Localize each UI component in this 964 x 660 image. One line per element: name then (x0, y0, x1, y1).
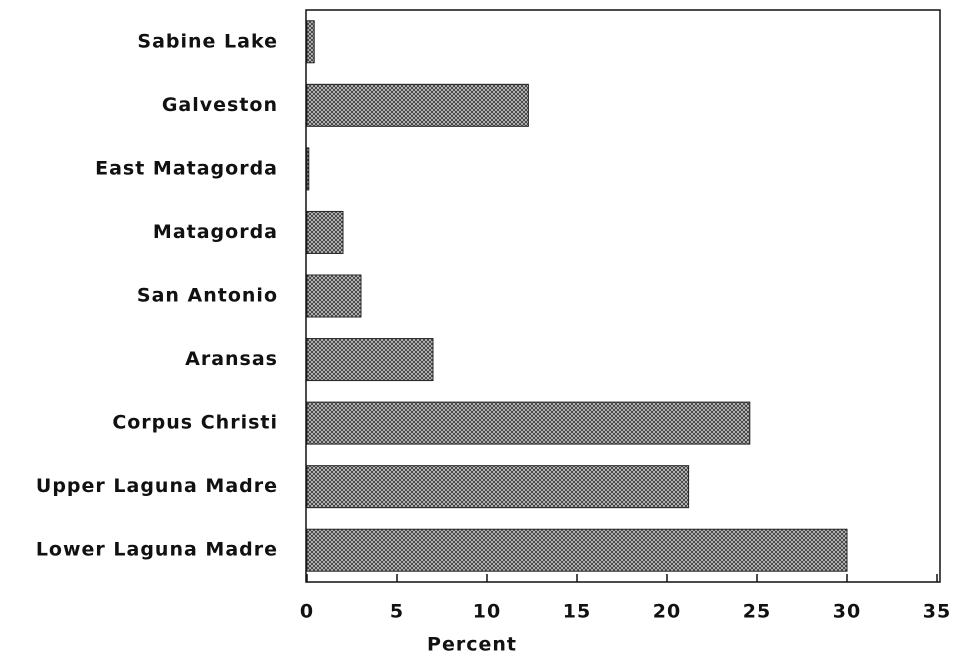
x-axis-label: Percent (427, 634, 517, 656)
bar (306, 338, 434, 382)
bar (306, 274, 362, 318)
x-tick-label: 10 (473, 601, 501, 623)
x-tick-label: 5 (390, 601, 404, 623)
y-tick-label: Corpus Christi (112, 412, 278, 434)
bar (306, 528, 848, 572)
bar (306, 20, 315, 64)
bar (306, 401, 751, 445)
y-tick-label: Sabine Lake (137, 30, 278, 52)
y-tick-label: Lower Laguna Madre (36, 539, 278, 561)
y-tick-label: East Matagorda (95, 157, 278, 179)
x-tick-label: 20 (653, 601, 681, 623)
bar (306, 210, 344, 254)
bar (306, 83, 529, 127)
y-tick-label: Matagorda (153, 221, 278, 243)
plot-frame (305, 9, 941, 583)
x-tick-label: 15 (563, 601, 591, 623)
x-tick-label: 0 (300, 601, 314, 623)
x-tick-label: 25 (743, 601, 771, 623)
y-tick-label: Galveston (162, 94, 278, 116)
bar (306, 465, 690, 509)
x-tick-label: 30 (833, 601, 861, 623)
bar (306, 147, 310, 191)
x-tick-label: 35 (923, 601, 951, 623)
y-tick-label: Aransas (185, 348, 278, 370)
y-tick-label: Upper Laguna Madre (36, 475, 278, 497)
y-tick-label: San Antonio (137, 285, 278, 307)
